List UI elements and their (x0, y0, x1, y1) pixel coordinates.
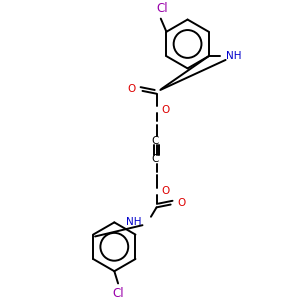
Text: C: C (151, 136, 158, 146)
Text: O: O (177, 198, 185, 208)
Text: Cl: Cl (112, 287, 124, 300)
Text: Cl: Cl (156, 2, 167, 15)
Text: O: O (161, 105, 169, 115)
Text: O: O (161, 186, 169, 197)
Text: NH: NH (226, 51, 241, 61)
Text: O: O (128, 84, 136, 94)
Text: C: C (151, 154, 158, 164)
Text: NH: NH (126, 218, 142, 227)
